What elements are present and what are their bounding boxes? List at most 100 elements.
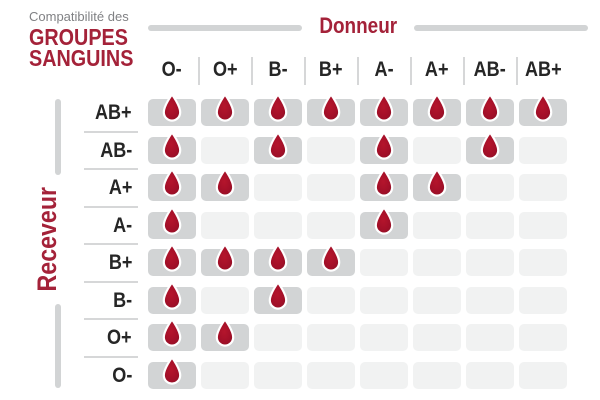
blood-drop-icon: [162, 130, 182, 160]
row-separator: [84, 280, 138, 283]
cell-B--from-AB-: [466, 286, 514, 314]
receiver-label-AB-: AB-: [99, 138, 132, 162]
cell-B+-from-AB+: [519, 249, 567, 276]
cell-B--from-B+: [307, 286, 355, 314]
column-separator: [515, 57, 518, 85]
cell-A--from-A+: [413, 211, 461, 239]
blood-drop-icon: [162, 280, 182, 310]
cell-O--from-B+: [307, 361, 355, 389]
column-separator: [409, 57, 412, 85]
column-separator: [462, 57, 465, 85]
blood-drop-icon: [427, 93, 447, 122]
cell-O+-from-O-: [148, 318, 196, 351]
cell-B--from-O+: [201, 286, 249, 314]
cell-AB+-from-B+: [307, 93, 355, 126]
cell-AB+-from-AB-: [466, 93, 514, 126]
blood-drop-icon: [480, 93, 500, 122]
donor-header-AB+: AB+: [524, 58, 562, 81]
chart-title-line-1: GROUPES: [29, 24, 128, 50]
cell-AB+-from-B-: [254, 93, 302, 126]
donor-header-O+: O+: [212, 58, 238, 81]
receiver-row-labels: AB+ AB- A+ A- B+ B- O+ O-: [70, 99, 138, 389]
cell-O--from-AB-: [466, 361, 514, 389]
blood-drop-icon: [268, 130, 288, 160]
donor-axis-line-right: [414, 25, 588, 31]
cell-B--from-A+: [413, 286, 461, 314]
column-separator: [356, 57, 359, 85]
cell-O+-from-A+: [413, 324, 461, 351]
cell-A--from-AB-: [466, 211, 514, 239]
cell-AB--from-B+: [307, 136, 355, 164]
cell-AB--from-A-: [360, 130, 408, 164]
cell-A+-from-O+: [201, 168, 249, 201]
cell-AB+-from-O-: [148, 93, 196, 126]
receiver-axis-line-top: [55, 99, 61, 175]
receiver-label-B+: B+: [108, 251, 132, 274]
cell-AB--from-O+: [201, 136, 249, 164]
cell-B--from-O-: [148, 280, 196, 314]
cell-AB--from-B-: [254, 130, 302, 164]
cell-A--from-A-: [360, 205, 408, 239]
cell-AB--from-AB+: [519, 136, 567, 164]
cell-AB+-from-A+: [413, 93, 461, 126]
cell-O--from-AB+: [519, 361, 567, 389]
cell-O--from-A+: [413, 361, 461, 389]
chart-title-line-2: SANGUINS: [29, 45, 134, 71]
cell-B+-from-B+: [307, 243, 355, 276]
column-separator: [303, 57, 306, 85]
column-separator: [250, 57, 253, 85]
chart-pretitle: Compatibilité des: [29, 9, 129, 24]
receiver-label-B-: B-: [112, 288, 132, 312]
cell-O--from-B-: [254, 361, 302, 389]
cell-AB+-from-A-: [360, 93, 408, 126]
blood-drop-icon: [374, 205, 394, 235]
receiver-label-A+: A+: [108, 176, 132, 199]
cell-B--from-A-: [360, 286, 408, 314]
cell-A--from-B-: [254, 211, 302, 239]
row-separator: [84, 243, 138, 245]
cell-B+-from-O+: [201, 243, 249, 276]
cell-B+-from-A+: [413, 249, 461, 276]
cell-A+-from-A+: [413, 168, 461, 201]
chart-title-block: Compatibilité des GROUPES SANGUINS: [29, 9, 169, 71]
blood-drop-icon: [374, 168, 394, 197]
cell-AB+-from-O+: [201, 93, 249, 126]
cell-O+-from-B-: [254, 324, 302, 351]
blood-drop-icon: [321, 93, 341, 122]
cell-A+-from-O-: [148, 168, 196, 201]
cell-B--from-B-: [254, 280, 302, 314]
cell-B+-from-AB-: [466, 249, 514, 276]
blood-drop-icon: [374, 93, 394, 122]
blood-drop-icon: [268, 280, 288, 310]
cell-O+-from-A-: [360, 324, 408, 351]
cell-O+-from-AB+: [519, 324, 567, 351]
donor-header-A-: A-: [374, 58, 394, 81]
blood-drop-icon: [162, 355, 182, 385]
cell-A+-from-AB-: [466, 174, 514, 201]
blood-drop-icon: [162, 93, 182, 122]
blood-drop-icon: [215, 243, 235, 272]
compatibility-grid: [148, 93, 567, 389]
blood-drop-icon: [268, 243, 288, 272]
donor-header-O-: O-: [161, 58, 183, 81]
cell-B--from-AB+: [519, 286, 567, 314]
cell-AB--from-AB-: [466, 130, 514, 164]
blood-drop-icon: [162, 168, 182, 197]
donor-header-AB-: AB-: [473, 58, 507, 81]
cell-B+-from-A-: [360, 249, 408, 276]
cell-O--from-O-: [148, 355, 196, 389]
cell-AB--from-O-: [148, 130, 196, 164]
row-separator: [84, 168, 138, 170]
blood-drop-icon: [427, 168, 447, 197]
cell-O+-from-B+: [307, 324, 355, 351]
receiver-label-A-: A-: [112, 213, 132, 237]
cell-A--from-AB+: [519, 211, 567, 239]
cell-B+-from-B-: [254, 243, 302, 276]
cell-AB--from-A+: [413, 136, 461, 164]
donor-header-B+: B+: [319, 58, 343, 81]
row-separator: [84, 130, 138, 133]
cell-AB+-from-AB+: [519, 93, 567, 126]
row-separator: [84, 318, 138, 320]
donor-column-headers: O- O+ B- B+ A- A+ AB- AB+: [148, 55, 568, 85]
